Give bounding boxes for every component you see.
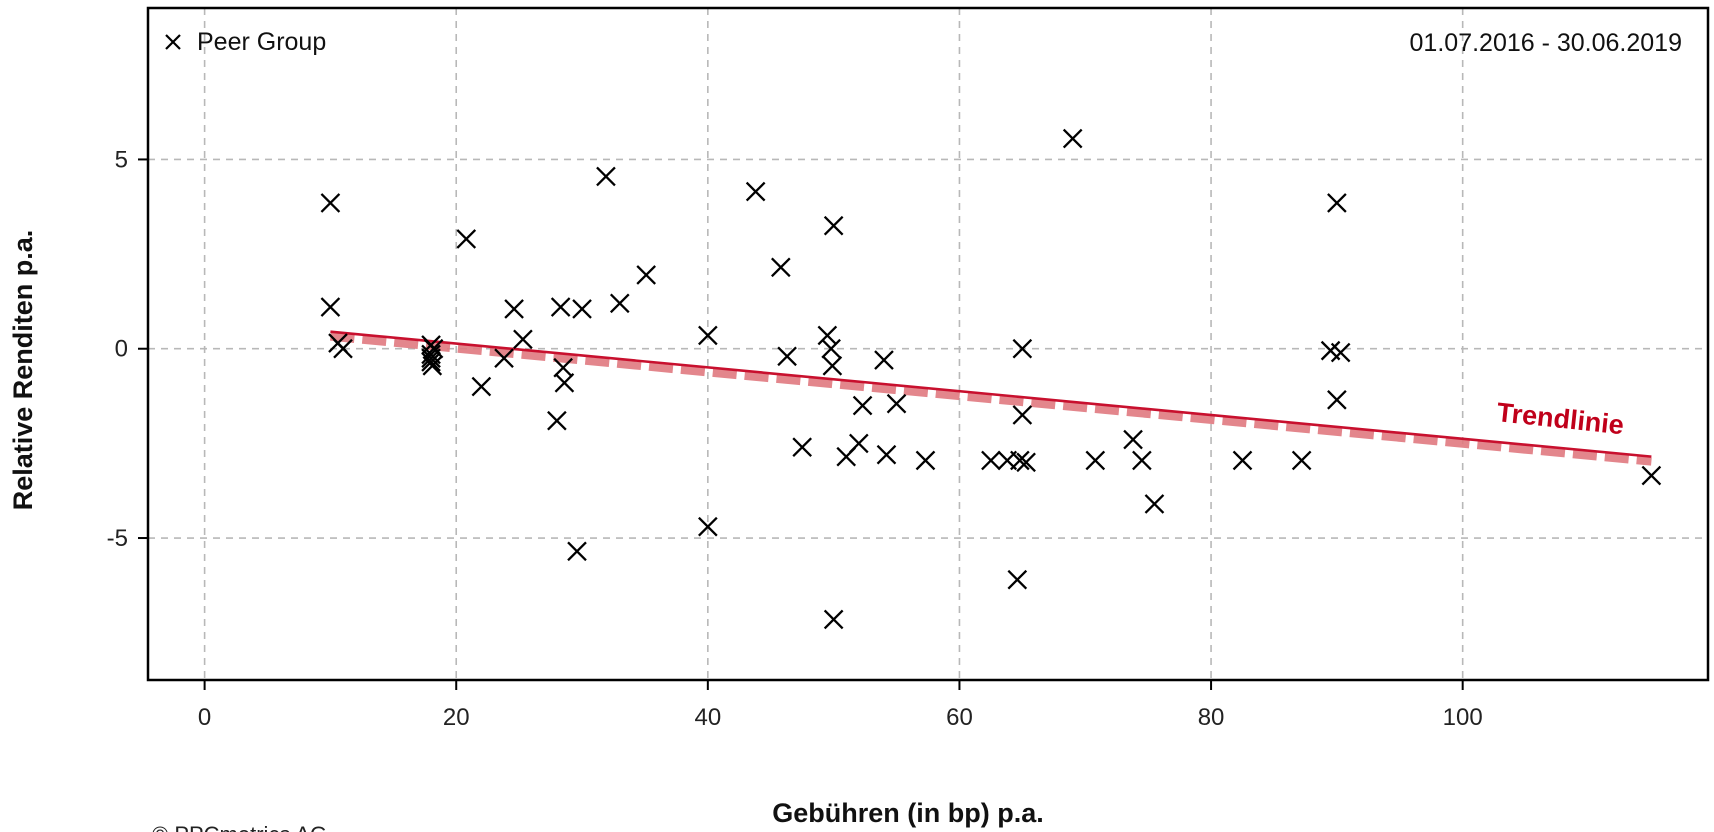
plot-frame [146,6,1710,682]
data-point [636,265,657,285]
data-point [874,350,894,370]
data-point [1641,465,1662,486]
data-point [1327,193,1347,213]
x-axis-title: Gebühren (in bp) p.a. [772,798,1044,828]
data-point [596,166,616,187]
data-point [609,293,630,314]
data-point [1327,390,1347,410]
trendline-band [330,332,1652,466]
data-point [698,516,718,537]
data-point [333,338,353,359]
data-point [981,450,1001,471]
data-point [423,338,444,359]
trendline [330,330,1652,466]
data-point [1062,128,1083,149]
data-point [822,355,843,376]
data-point [777,346,797,367]
x-tick-label: 0 [198,704,211,731]
data-point [456,229,477,249]
data-point [1016,452,1036,473]
data-point [1291,450,1312,471]
data-point [915,450,936,471]
data-point [554,372,575,393]
date-range: 01.07.2016 - 30.06.2019 [1410,29,1682,57]
data-point [1123,429,1143,450]
y-tick-label: 5 [115,146,128,173]
peer-group-points [320,128,1662,630]
copyright: © PPCmetrics AG [152,822,327,832]
data-point [876,444,897,465]
data-point [1232,450,1253,471]
legend-label: Peer Group [197,28,326,56]
data-point [320,193,341,213]
data-point [553,357,573,378]
data-point [848,433,869,454]
data-point [572,299,592,319]
data-point [823,215,844,236]
data-point [1012,405,1033,425]
data-point [1144,494,1165,514]
data-point [1132,450,1152,471]
x-tick-label: 100 [1443,704,1483,731]
x-tick-label: 40 [694,704,721,731]
data-point [550,297,571,317]
data-point [886,393,907,414]
data-point [1012,338,1033,359]
data-point [821,338,841,359]
x-tick-label: 60 [946,704,973,731]
data-point [792,437,813,457]
data-point [567,541,587,562]
x-tick-label: 20 [443,704,470,731]
trendline-label: Trendlinie [1495,397,1625,440]
data-point [698,325,718,346]
y-axis-title: Relative Renditen p.a. [8,230,38,511]
x-tick-label: 80 [1198,704,1225,731]
data-point [494,348,514,369]
trendline-line [330,330,1652,458]
data-point [513,329,533,350]
data-point [1085,450,1106,471]
y-tick-label: -5 [107,525,128,552]
data-point [1007,569,1028,590]
data-point [1010,450,1030,471]
y-tick-label: 0 [115,336,128,363]
data-point [817,325,838,346]
data-point [547,410,567,431]
legend-cross-icon [165,34,181,50]
data-point [320,297,341,317]
axes: 0 20 40 60 80 100 -5 0 5 [107,146,1483,731]
legend: Peer Group [165,28,326,56]
data-point [823,609,844,630]
data-point [745,181,766,202]
data-point [422,355,443,376]
data-point [471,376,492,397]
data-point [1330,342,1351,363]
grid [148,8,1708,680]
data-point [504,299,524,319]
data-point [852,395,873,416]
data-point [770,257,791,278]
